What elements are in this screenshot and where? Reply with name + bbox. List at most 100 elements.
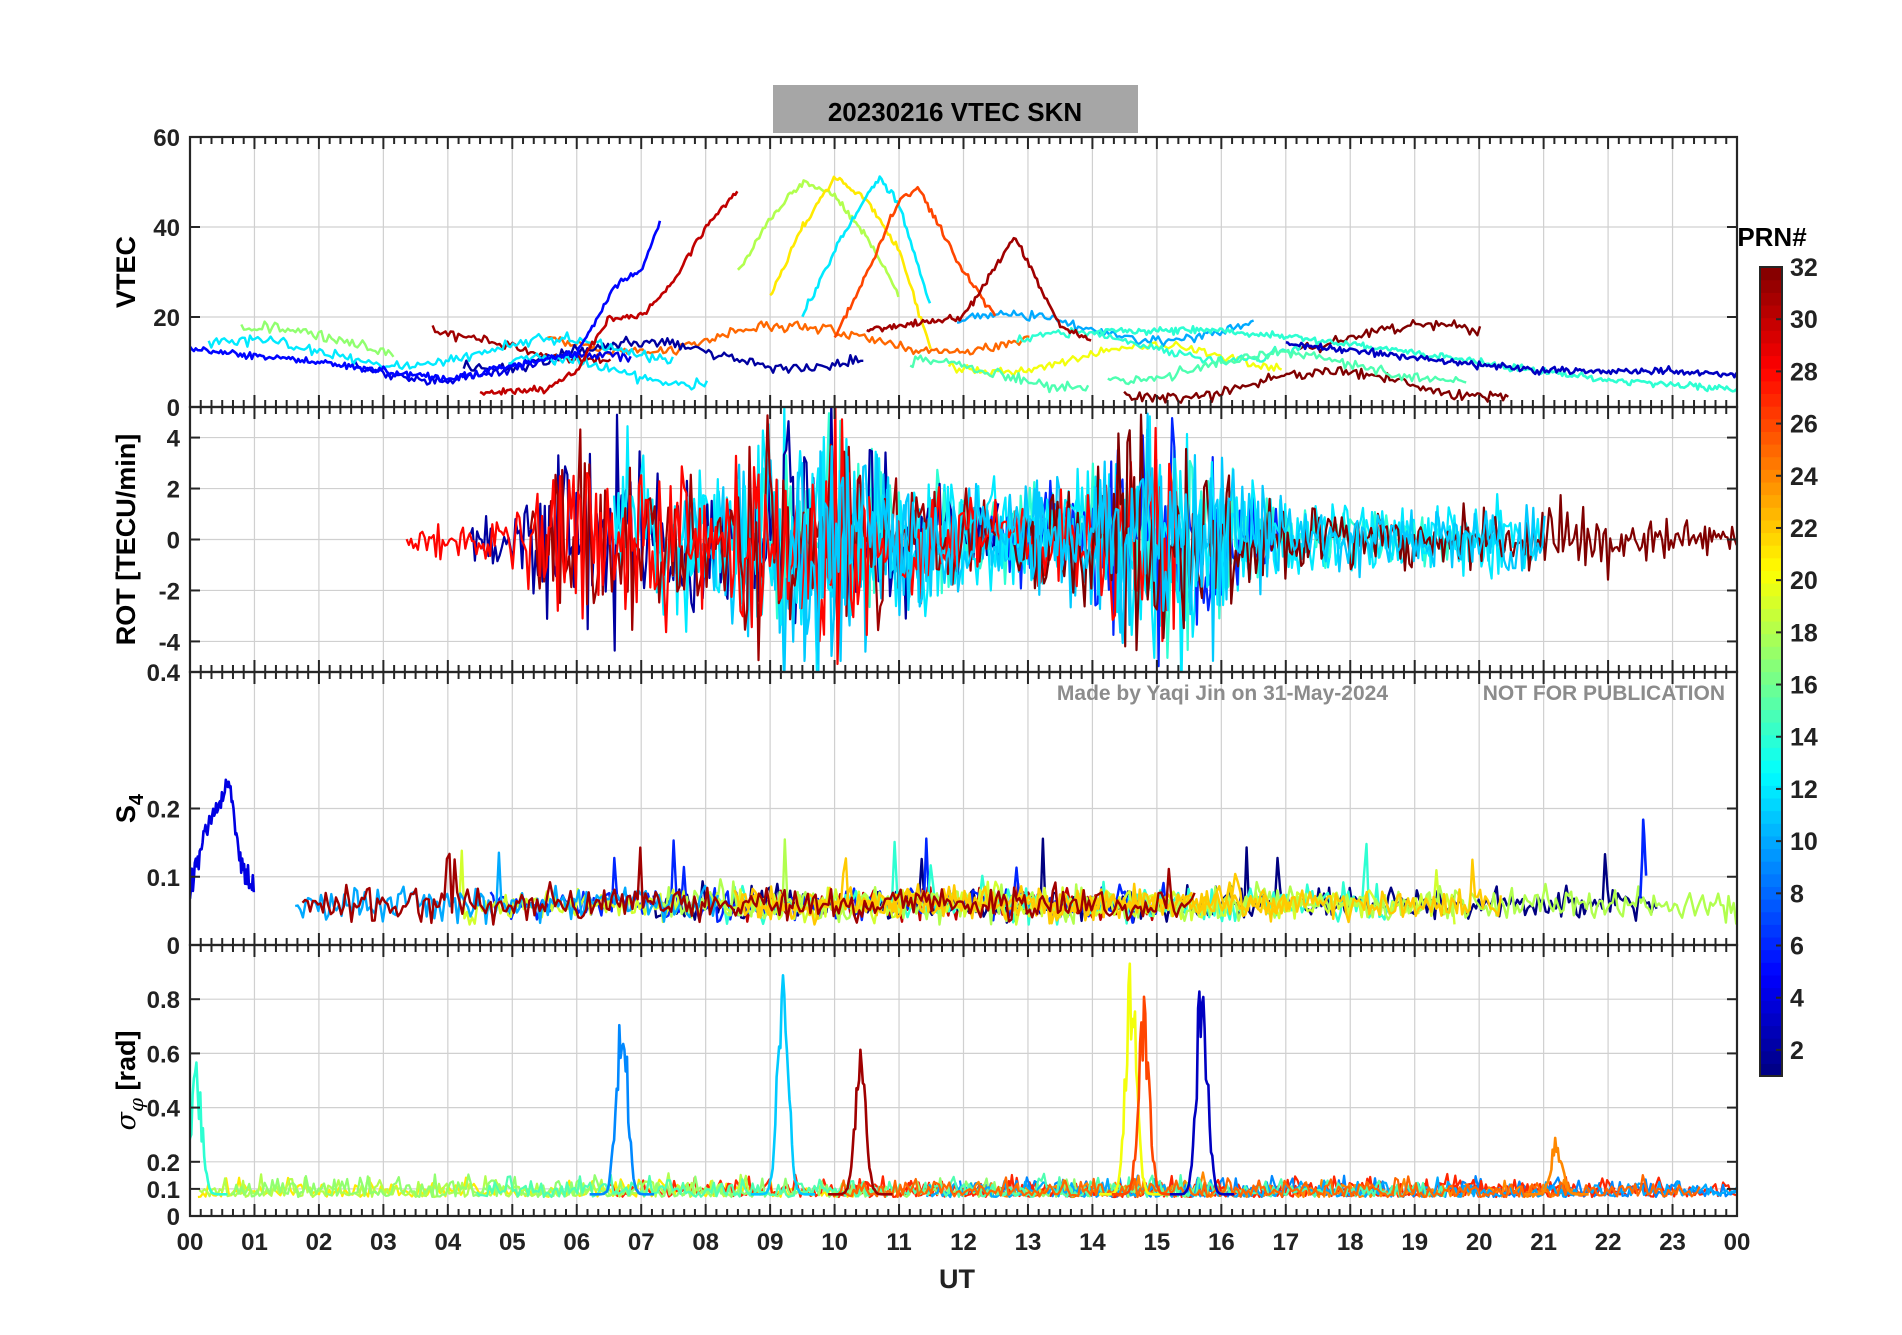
rot-trace	[787, 412, 1546, 665]
colorbar-segment	[1760, 747, 1782, 761]
colorbar-segment	[1760, 570, 1782, 584]
y-tick-label: 0	[167, 395, 180, 422]
colorbar-segment	[1760, 1025, 1782, 1039]
vtec-trace	[947, 340, 1283, 378]
colorbar-segment	[1760, 962, 1782, 976]
colorbar-segment	[1760, 987, 1782, 1001]
watermark-right: NOT FOR PUBLICATION	[1483, 682, 1725, 705]
colorbar-segment	[1760, 861, 1782, 875]
colorbar-segment	[1760, 557, 1782, 571]
y-tick-label: -2	[159, 578, 180, 605]
x-tick-label: 04	[434, 1229, 461, 1256]
vtec-series-prn-26	[833, 186, 997, 339]
colorbar-segment	[1760, 911, 1782, 925]
colorbar-frame	[1759, 266, 1783, 1077]
x-tick-label: 01	[241, 1229, 268, 1256]
colorbar-segment	[1760, 1012, 1782, 1027]
x-tick-label: 16	[1208, 1229, 1235, 1256]
vtec-series-prn-18	[736, 179, 900, 298]
colorbar-segment	[1760, 267, 1782, 281]
colorbar-tick-label: 4	[1790, 985, 1804, 1013]
colorbar-tick-label: 22	[1790, 515, 1818, 543]
colorbar-tick-label: 18	[1790, 619, 1818, 647]
vtec-trace	[240, 320, 395, 358]
vtec-trace	[207, 331, 674, 370]
colorbar-segment	[1760, 393, 1782, 407]
y-tick-label: 40	[153, 215, 180, 242]
colorbar-segment	[1760, 583, 1782, 597]
y-tick-label: 0.2	[147, 797, 180, 824]
s4-trace	[736, 857, 1502, 925]
series-rot	[405, 407, 1737, 672]
colorbar-segment	[1760, 658, 1782, 673]
x-tick-label: 12	[950, 1229, 977, 1256]
colorbar-segment	[1760, 1038, 1782, 1052]
colorbar-segment	[1760, 342, 1782, 357]
colorbar-segment	[1760, 406, 1782, 420]
vtec-series-prn-30	[479, 190, 739, 396]
colorbar-segment	[1760, 620, 1782, 635]
x-tick-label: 10	[821, 1229, 848, 1256]
panel-vtec: 0 20 40 60 VTEC	[111, 125, 1739, 422]
y-axis-label-s4: S4	[111, 793, 148, 823]
sigma-peak-prn-20	[1098, 962, 1164, 1196]
colorbar-tick-label: 32	[1790, 254, 1818, 282]
colorbar-segment	[1760, 469, 1782, 483]
vtec-series-prn-12	[801, 175, 932, 318]
x-tick-label: 13	[1015, 1229, 1042, 1256]
vtec-series-prn-31	[866, 236, 1092, 342]
y-tick-label: 0.4	[147, 1096, 181, 1123]
ticks-rot	[189, 407, 1738, 672]
vtec-trace	[1123, 366, 1509, 404]
x-tick-label: 00	[1724, 1229, 1751, 1256]
colorbar-label: PRN#	[1737, 222, 1807, 252]
vtec-series-prn-21	[769, 175, 932, 350]
sigma-peak-prn-26	[1111, 995, 1177, 1196]
x-tick-label: 11	[886, 1229, 911, 1256]
colorbar-segment	[1760, 886, 1782, 900]
colorbar-tick-label: 26	[1790, 411, 1818, 439]
sigma-peak-prn-14	[190, 1061, 228, 1196]
series-s4	[190, 778, 1737, 926]
colorbar-segment	[1760, 279, 1782, 293]
colorbar-segment	[1760, 368, 1782, 382]
y-tick-label: 0	[167, 1204, 180, 1231]
y-tick-label: 0.8	[147, 987, 180, 1014]
s4-trace	[301, 846, 1196, 926]
colorbar-tick-label: 14	[1790, 724, 1818, 752]
sigma-peak-prn-31	[828, 1048, 893, 1196]
sigma-peak-prn-3	[1169, 990, 1235, 1196]
ticks-s4	[189, 671, 1738, 946]
y-tick-label: 60	[153, 125, 180, 152]
colorbar-segment	[1760, 785, 1782, 799]
colorbar-tick-label: 8	[1790, 880, 1804, 908]
colorbar-segment	[1760, 532, 1782, 546]
grid-sigma_phi	[189, 945, 1738, 1217]
title-box: 20230216 VTEC SKN	[773, 85, 1138, 133]
chart-title: 20230216 VTEC SKN	[828, 97, 1082, 127]
colorbar-segment	[1760, 292, 1782, 306]
x-tick-label: 02	[306, 1229, 333, 1256]
colorbar-tick-label: 20	[1790, 567, 1818, 595]
y-tick-label: 4	[167, 426, 181, 453]
y-axis-label-rot: ROT [TECU/min]	[111, 434, 141, 645]
vtec-series-prn-3	[1285, 341, 1737, 379]
sigma-peak-prn-11	[750, 974, 816, 1196]
panel-sigma_phi: 00.10.2 0.4 0.6 0.8 σφ [rad] 00 01 02 03 04 05 06 07…	[111, 943, 1751, 1256]
colorbar-segment	[1760, 545, 1782, 559]
x-tick-label: 14	[1079, 1229, 1106, 1256]
sigma-trace	[832, 1174, 1701, 1199]
colorbar-tick-label: 24	[1790, 463, 1818, 491]
vtec-trace	[1107, 347, 1467, 386]
sigma-trace	[198, 1172, 752, 1199]
x-tick-label: 07	[628, 1229, 655, 1256]
colorbar-tick-label: 28	[1790, 358, 1818, 386]
y-axis-label-vtec: VTEC	[111, 236, 141, 308]
colorbar-tick-label: 30	[1790, 306, 1818, 334]
vtec-trace	[1298, 319, 1482, 354]
y-tick-label: 0.1	[147, 1177, 180, 1204]
s4-series-prn-4	[190, 778, 256, 899]
